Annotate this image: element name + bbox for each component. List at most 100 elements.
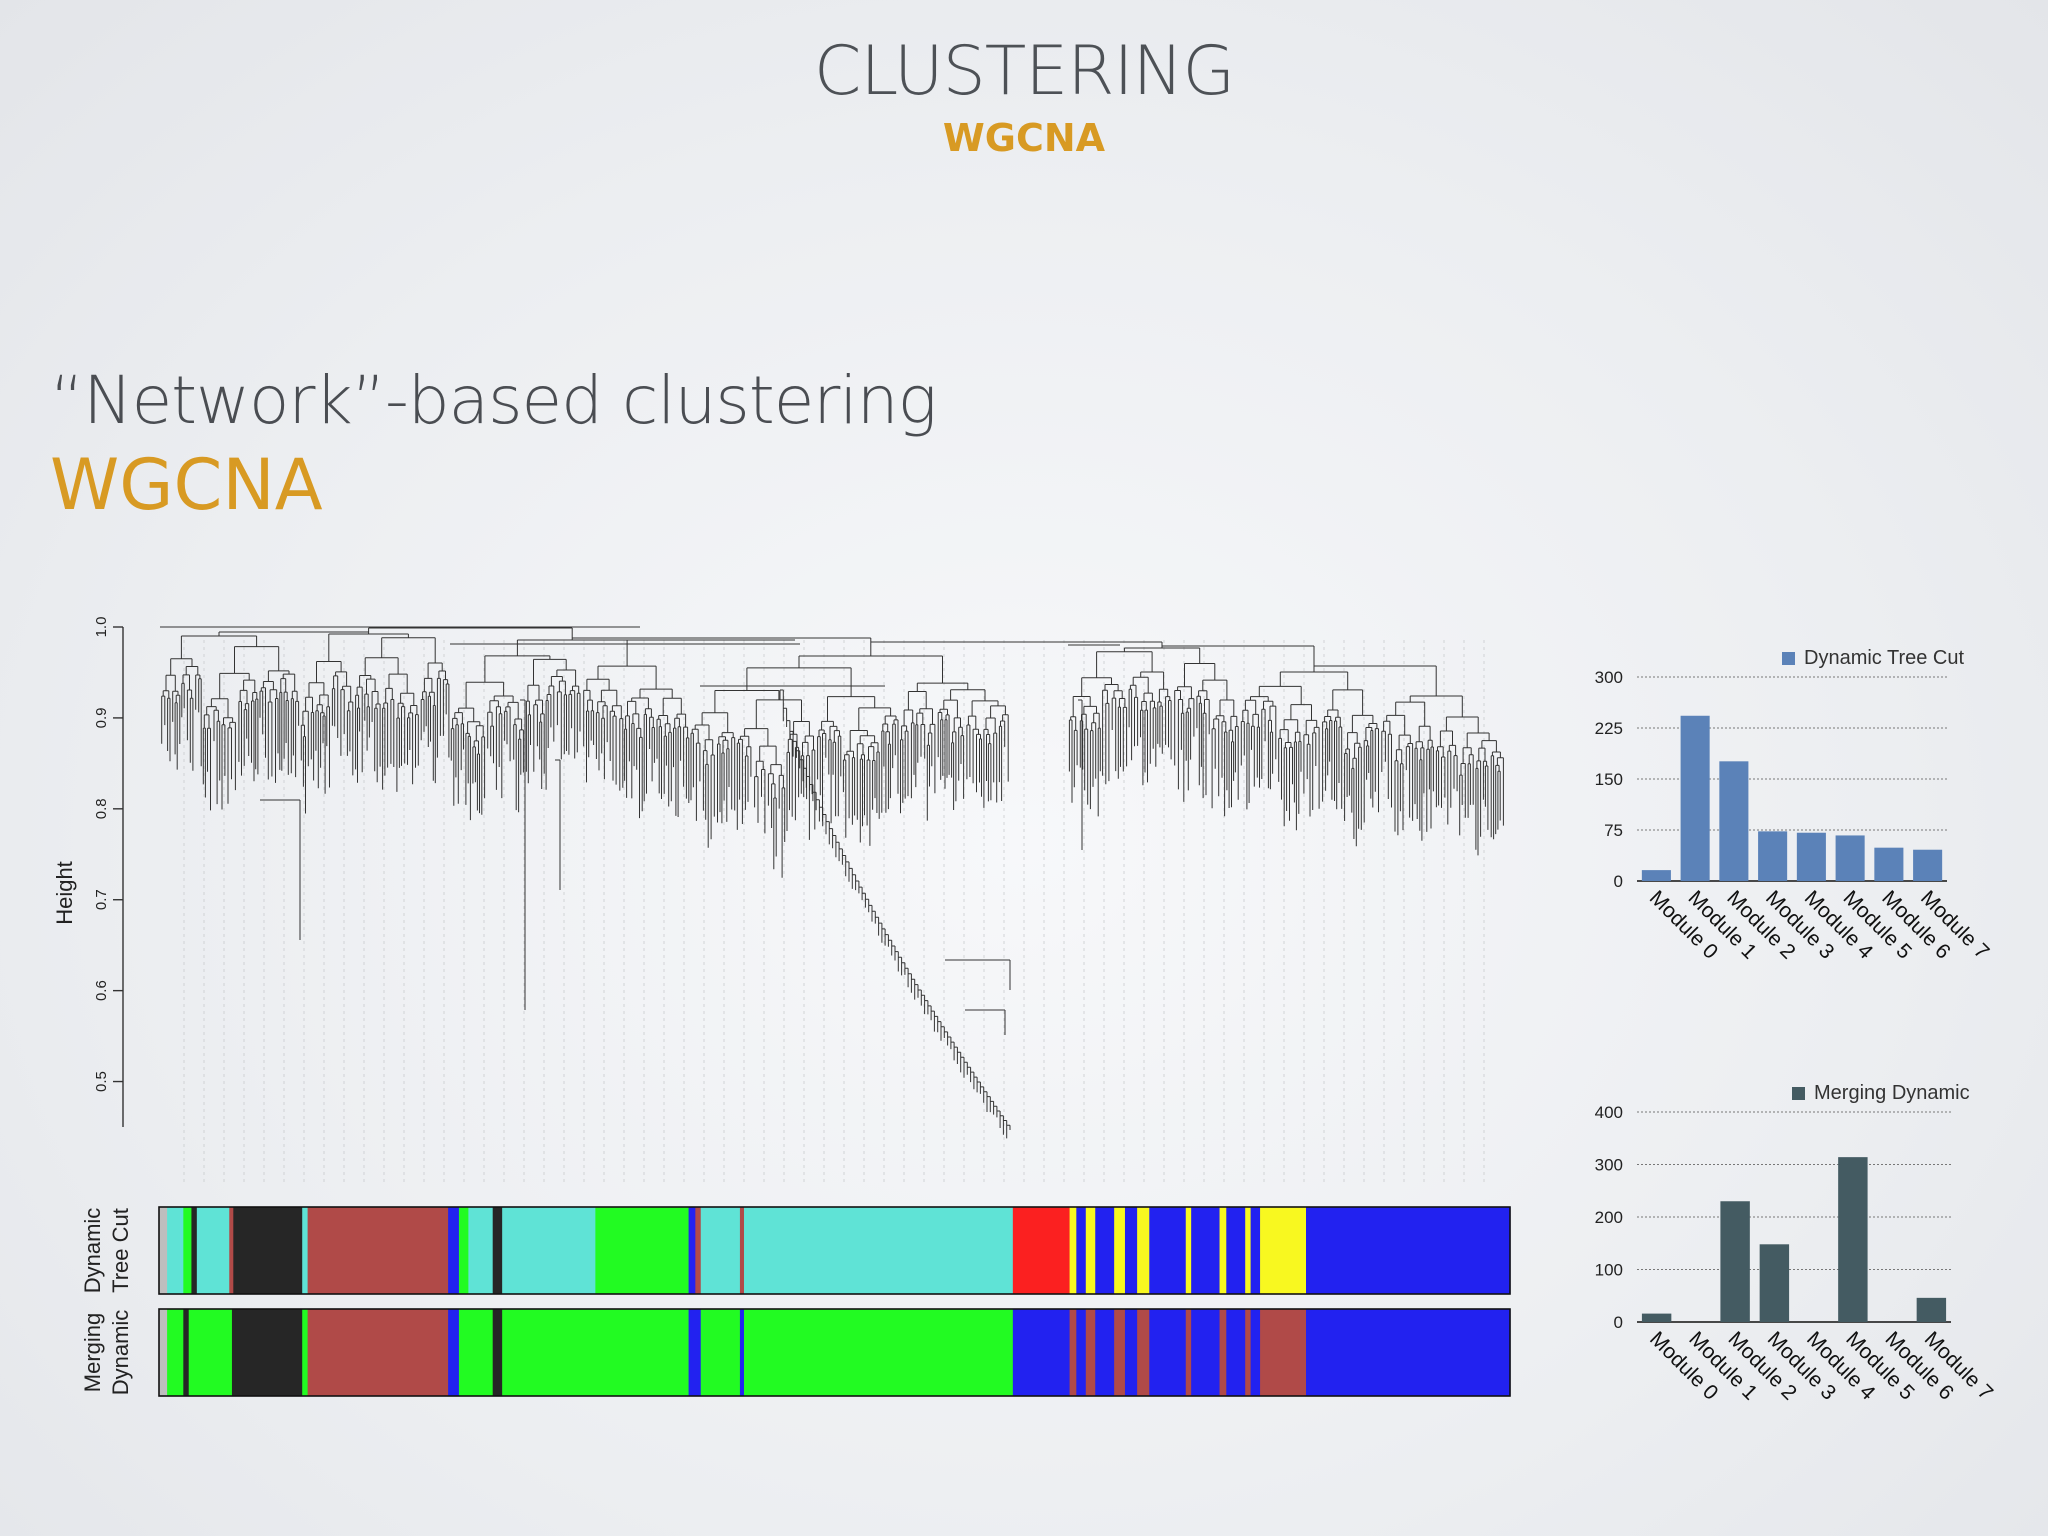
color-row-label: Tree Cut <box>108 1208 133 1293</box>
color-row-border <box>158 1308 1511 1397</box>
module-color-segment <box>229 1207 234 1294</box>
module-color-segment <box>595 1207 690 1294</box>
y-tick-label: 0.8 <box>93 798 110 819</box>
module-color-segment <box>688 1207 696 1294</box>
module-color-segment <box>1185 1207 1192 1294</box>
module-color-segment <box>302 1207 309 1294</box>
module-color-segment <box>1069 1309 1077 1396</box>
module-color-segment <box>1245 1207 1252 1294</box>
bar <box>1719 761 1749 881</box>
module-color-segment <box>1250 1207 1261 1294</box>
module-color-segment <box>1012 1207 1071 1294</box>
bar <box>1916 1297 1947 1322</box>
module-color-segment <box>502 1309 690 1396</box>
bar <box>1720 1201 1750 1322</box>
module-color-segment <box>1137 1309 1150 1396</box>
legend-label: Merging Dynamic <box>1814 1082 1970 1104</box>
module-color-segment <box>1069 1207 1077 1294</box>
bar <box>1758 831 1788 881</box>
module-color-segment <box>458 1207 469 1294</box>
module-color-segment <box>492 1309 503 1396</box>
bar <box>1759 1244 1790 1322</box>
module-color-segment <box>1076 1309 1087 1396</box>
module-color-segment <box>159 1309 168 1396</box>
module-color-segment <box>743 1309 1014 1396</box>
module-color-segment <box>196 1207 230 1294</box>
method-name: WGCNA <box>50 444 323 526</box>
module-color-segment <box>1114 1207 1126 1294</box>
y-tick-label: 0.7 <box>93 889 110 910</box>
module-color-segment <box>167 1309 184 1396</box>
module-color-segment <box>1219 1309 1227 1396</box>
module-color-segment <box>688 1309 702 1396</box>
y-tick-label: 0.9 <box>93 707 110 728</box>
module-color-segment <box>1137 1207 1150 1294</box>
module-color-segment <box>302 1309 309 1396</box>
module-color-segment <box>231 1309 303 1396</box>
module-color-segment <box>700 1309 741 1396</box>
bar <box>1796 832 1826 881</box>
module-color-segment <box>502 1207 596 1294</box>
y-tick-label: 225 <box>1595 719 1623 738</box>
section-heading: “Network”-based clustering <box>50 362 937 439</box>
bar <box>1913 849 1943 881</box>
module-color-segment <box>1191 1309 1221 1396</box>
module-color-segment <box>1250 1309 1261 1396</box>
color-row-label: Merging <box>80 1313 105 1392</box>
color-row-border <box>158 1206 1511 1295</box>
module-color-segment <box>1095 1207 1115 1294</box>
module-color-segment <box>1260 1207 1307 1294</box>
module-color-segment <box>1305 1207 1511 1294</box>
dendrogram-tree <box>160 626 1504 1139</box>
dendrogram-branches <box>160 626 1504 1139</box>
y-tick-label: 400 <box>1595 1103 1623 1122</box>
module-color-segment <box>448 1207 460 1294</box>
module-color-segment <box>191 1207 198 1294</box>
legend-label: Dynamic Tree Cut <box>1804 647 1964 669</box>
module-color-segment <box>1095 1309 1115 1396</box>
module-color-segment <box>695 1207 702 1294</box>
y-tick-label: 0.6 <box>93 980 110 1001</box>
module-color-segment <box>743 1207 1014 1294</box>
module-color-segment <box>448 1309 460 1396</box>
bar <box>1838 1157 1868 1322</box>
y-tick-label: 1.0 <box>93 617 110 638</box>
module-color-segment <box>1219 1207 1227 1294</box>
module-color-segment <box>1085 1309 1096 1396</box>
dendrogram-y-label: Height <box>52 861 77 925</box>
module-color-segment <box>1149 1207 1187 1294</box>
y-tick-label: 100 <box>1595 1261 1623 1280</box>
module-color-segment <box>1260 1309 1307 1396</box>
module-color-segment <box>1076 1207 1087 1294</box>
slide-subtitle: WGCNA <box>942 116 1106 160</box>
bar <box>1680 715 1710 881</box>
y-tick-label: 200 <box>1595 1208 1623 1227</box>
module-color-segment <box>1191 1207 1221 1294</box>
y-tick-label: 150 <box>1595 770 1623 789</box>
legend-swatch <box>1782 652 1795 665</box>
module-color-segment <box>1245 1309 1252 1396</box>
module-color-segment <box>183 1207 193 1294</box>
module-color-segment <box>307 1309 449 1396</box>
module-color-segment <box>468 1207 494 1294</box>
module-color-segment <box>492 1207 503 1294</box>
y-tick-label: 75 <box>1604 821 1623 840</box>
module-color-segment <box>458 1309 494 1396</box>
color-row-label: Dynamic <box>108 1310 133 1396</box>
module-color-segment <box>1114 1309 1126 1396</box>
module-color-segment <box>739 1309 745 1396</box>
module-color-segment <box>1012 1309 1071 1396</box>
legend-swatch <box>1792 1087 1805 1100</box>
module-color-segment <box>1185 1309 1192 1396</box>
module-color-segment <box>233 1207 303 1294</box>
y-tick-label: 0.5 <box>93 1071 110 1092</box>
dendrogram-y-axis: 0.5 0.6 0.7 0.8 0.9 1.0 <box>93 617 124 1127</box>
module-color-segment <box>1124 1309 1138 1396</box>
bar <box>1641 1313 1672 1322</box>
module-color-segment <box>700 1207 741 1294</box>
module-color-segment <box>739 1207 745 1294</box>
